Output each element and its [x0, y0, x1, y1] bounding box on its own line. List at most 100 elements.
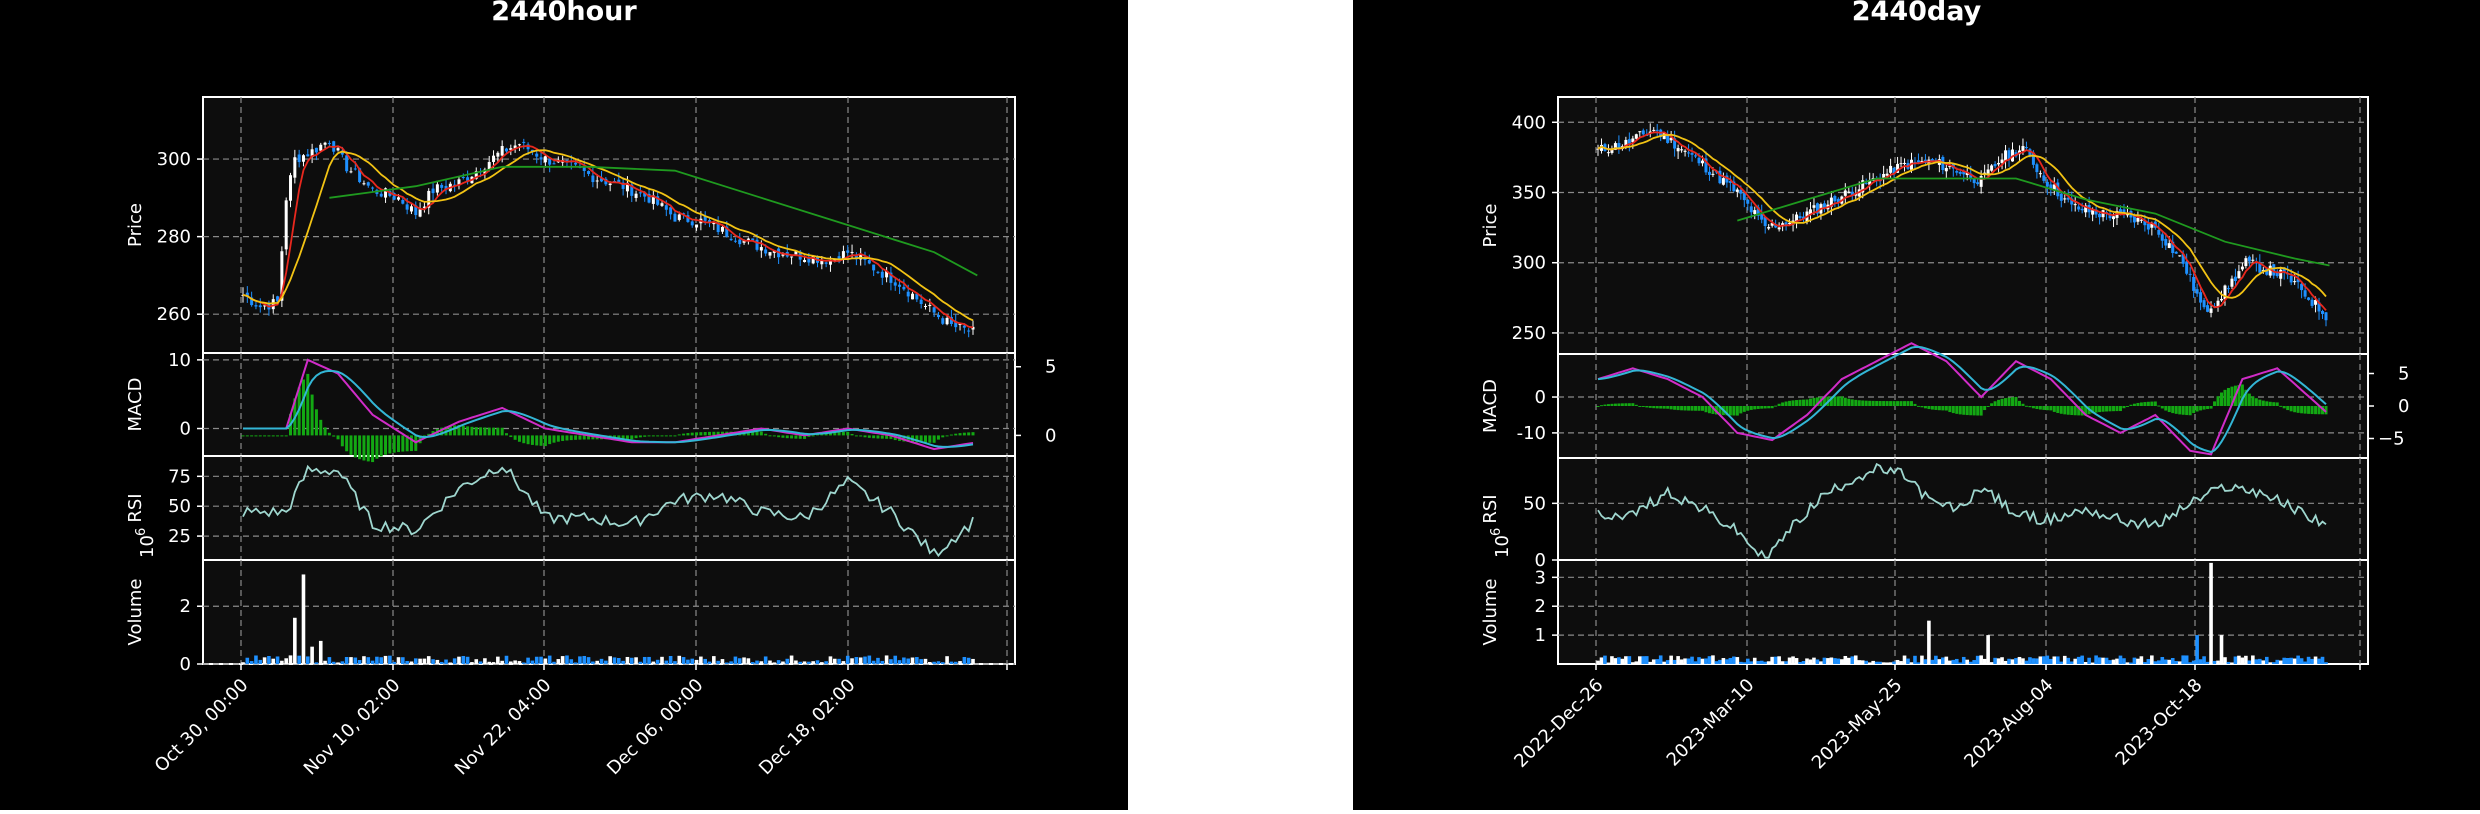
- volume-bar: [2198, 659, 2203, 664]
- candle-body: [2192, 276, 2196, 291]
- volume-bar: [284, 658, 288, 664]
- volume-bar: [509, 661, 513, 664]
- volume-bar: [772, 662, 777, 664]
- macd-hist-bar: [777, 435, 781, 438]
- macd-hist-bar: [1718, 406, 1722, 415]
- volume-bar: [2264, 656, 2269, 664]
- volume-bar: [2247, 660, 2252, 664]
- volume-bar: [305, 656, 310, 664]
- volume-bar: [962, 657, 967, 664]
- volume-bar: [845, 655, 850, 664]
- volume-bar: [2125, 662, 2130, 664]
- volume-bar: [1669, 655, 1673, 664]
- volume-bar: [2258, 658, 2262, 664]
- macd-hist-bar: [2118, 406, 2122, 412]
- candle-body: [2195, 289, 2199, 294]
- volume-bar: [660, 656, 664, 664]
- candle-body: [716, 223, 720, 233]
- macd-hist-bar: [1659, 406, 1663, 409]
- candle-body: [2157, 229, 2161, 235]
- macd-hist-bar: [1983, 406, 1987, 411]
- volume-bar: [2143, 662, 2147, 664]
- candle-body: [664, 205, 668, 210]
- macd-hist-bar: [2296, 406, 2300, 413]
- candle-body: [928, 304, 932, 306]
- macd-hist-bar: [1885, 401, 1889, 406]
- volume-bar: [422, 658, 427, 664]
- macd-hist-bar: [2317, 406, 2321, 415]
- candle-body: [1899, 163, 1903, 165]
- macd-hist-bar: [1788, 400, 1792, 406]
- volume-bar: [1787, 657, 1792, 664]
- candle-body: [522, 141, 526, 143]
- volume-bar: [249, 661, 254, 664]
- volume-bar: [794, 660, 798, 664]
- volume-bar: [275, 656, 280, 664]
- macd-hist-bar: [461, 425, 465, 436]
- macd-hist-bar: [2223, 389, 2227, 406]
- macd-hist-bar: [1596, 406, 1600, 407]
- volume-bar: [431, 659, 435, 664]
- macd-hist-bar: [824, 432, 828, 436]
- volume-bar: [1812, 657, 1816, 664]
- candle-body: [526, 144, 530, 150]
- macd-hist-bar: [2077, 406, 2081, 416]
- volume-bar: [1627, 656, 1632, 664]
- macd-hist-bar: [1725, 406, 1729, 416]
- candle-body: [755, 239, 759, 250]
- volume-bar: [1906, 658, 1910, 664]
- chart-panel-day: 2440day 250 300 350 400 Price -10 0 MACD 0 50 RSI 1…: [1353, 0, 2480, 810]
- macd-hist-bar: [803, 435, 807, 439]
- volume-bar: [2226, 661, 2231, 664]
- macd-hist-bar: [695, 432, 699, 436]
- macd-hist-bar: [2289, 406, 2293, 412]
- volume-bar: [824, 661, 828, 664]
- volume-bar: [949, 661, 954, 664]
- candle-body: [807, 257, 811, 263]
- candle-body: [828, 260, 832, 265]
- candle-body: [949, 316, 953, 324]
- macd-hist-bar: [314, 409, 318, 436]
- macd-hist-bar: [1833, 396, 1837, 406]
- volume-bar: [573, 662, 578, 664]
- volume-bar: [491, 662, 496, 664]
- macd-hist-bar: [1808, 398, 1812, 406]
- macd-hist-bar: [833, 432, 837, 436]
- volume-bar: [2024, 660, 2029, 664]
- macd-hist-bar: [764, 433, 768, 436]
- volume-bar: [1846, 657, 1851, 664]
- volume-bar: [2292, 658, 2297, 664]
- macd-hist-bar: [310, 394, 314, 436]
- macd-hist-bar: [923, 435, 927, 443]
- candle-body: [392, 193, 396, 200]
- macd-right-tick-label: 5: [2398, 364, 2409, 385]
- volume-bar: [828, 656, 833, 664]
- volume-bar: [1888, 662, 1893, 664]
- macd-hist-bar: [2178, 406, 2182, 415]
- macd-hist-bar: [1732, 406, 1736, 416]
- volume-bar: [470, 662, 474, 664]
- macd-hist-bar: [1613, 403, 1617, 406]
- candle-body: [1655, 129, 1659, 131]
- candle-body: [2139, 219, 2143, 221]
- volume-bar: [2080, 655, 2084, 664]
- volume-bar: [1759, 660, 1764, 664]
- volume-bar: [241, 662, 245, 664]
- candle-body: [1732, 181, 1736, 192]
- volume-bar: [1937, 659, 1942, 664]
- candle-body: [677, 214, 681, 220]
- macd-hist-bar: [949, 434, 953, 436]
- volume-bar: [439, 661, 444, 664]
- volume-bar: [452, 658, 457, 664]
- macd-hist-bar: [2314, 406, 2318, 415]
- candle-body: [306, 154, 310, 157]
- macd-ytick-label: 0: [180, 419, 191, 440]
- ma-short-line: [1597, 131, 2327, 311]
- macd-hist-bar: [1749, 406, 1753, 410]
- volume-bar: [2094, 655, 2098, 664]
- volume-bar: [2014, 658, 2018, 664]
- volume-bar: [1833, 658, 1837, 664]
- candle-body: [2310, 299, 2314, 306]
- candle-body: [2209, 308, 2213, 313]
- volume-bar: [1700, 658, 1705, 664]
